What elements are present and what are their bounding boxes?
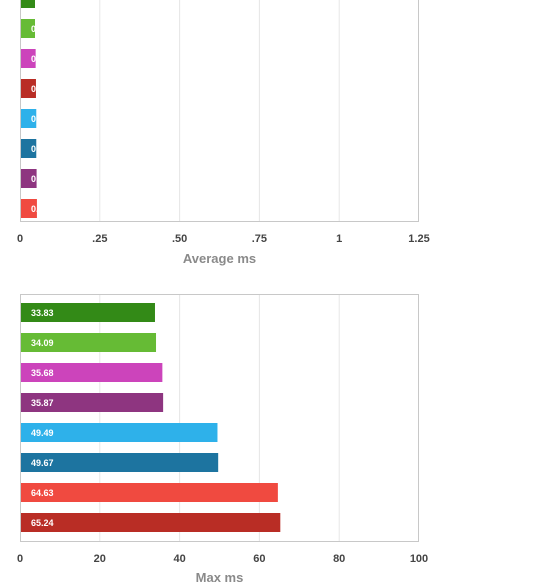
bar [21, 453, 219, 472]
x-tick-label: .25 [92, 233, 107, 245]
x-tick-label: 1 [336, 233, 342, 245]
x-axis-label: Max ms [196, 570, 244, 585]
bar-value-label: 35.68 [31, 368, 54, 378]
bar-value-label: 64.63 [31, 488, 54, 498]
x-tick-label: .50 [172, 233, 187, 245]
bar-value-label: 49.49 [31, 428, 54, 438]
bar-value-label: 0.053 [31, 204, 54, 214]
plot-frame [20, 294, 419, 542]
bar [21, 49, 36, 68]
bar-value-label: 0.049 [31, 54, 54, 64]
bar [21, 513, 281, 532]
x-tick-label: 0 [17, 233, 23, 245]
bar-value-label: 0.050 [31, 84, 54, 94]
x-tick-label: 80 [333, 553, 345, 565]
bar [21, 333, 157, 352]
bar [21, 303, 155, 322]
plot-frame [20, 0, 419, 222]
x-tick-label: 1.25 [408, 233, 429, 245]
x-tick-label: 20 [94, 553, 106, 565]
bar-value-label: 0.047 [31, 24, 54, 34]
bar [21, 483, 278, 502]
bar [21, 393, 164, 412]
bar [21, 169, 37, 188]
bar [21, 363, 163, 382]
x-tick-label: 0 [17, 553, 23, 565]
bar-value-label: 65.24 [31, 518, 54, 528]
bar-value-label: 33.83 [31, 308, 54, 318]
bar-value-label: 0.051 [31, 114, 54, 124]
x-tick-label: 40 [173, 553, 185, 565]
bar-value-label: 0.051 [31, 144, 54, 154]
chart-2: 33.83 34.09 35.68 35.87 49.49 49.67 64.63 65.24… [17, 294, 428, 585]
bar-value-label: 0.052 [31, 174, 54, 184]
bar [21, 139, 37, 158]
x-axis-label: Average ms [183, 251, 256, 266]
bar [21, 199, 37, 218]
bar-value-label: 35.87 [31, 398, 54, 408]
x-tick-label: .75 [252, 233, 267, 245]
chart-1: 0.047 0.049 0.050 0.051 0.051 0.052 0.053 0 .25.… [17, 0, 430, 266]
bar [21, 19, 36, 38]
bar [21, 423, 218, 442]
x-tick-label: 100 [410, 553, 428, 565]
bar-value-label: 49.67 [31, 458, 54, 468]
bar [21, 79, 36, 98]
bar [21, 0, 36, 8]
x-tick-label: 60 [253, 553, 265, 565]
bar-value-label: 34.09 [31, 338, 54, 348]
bar [21, 109, 37, 128]
